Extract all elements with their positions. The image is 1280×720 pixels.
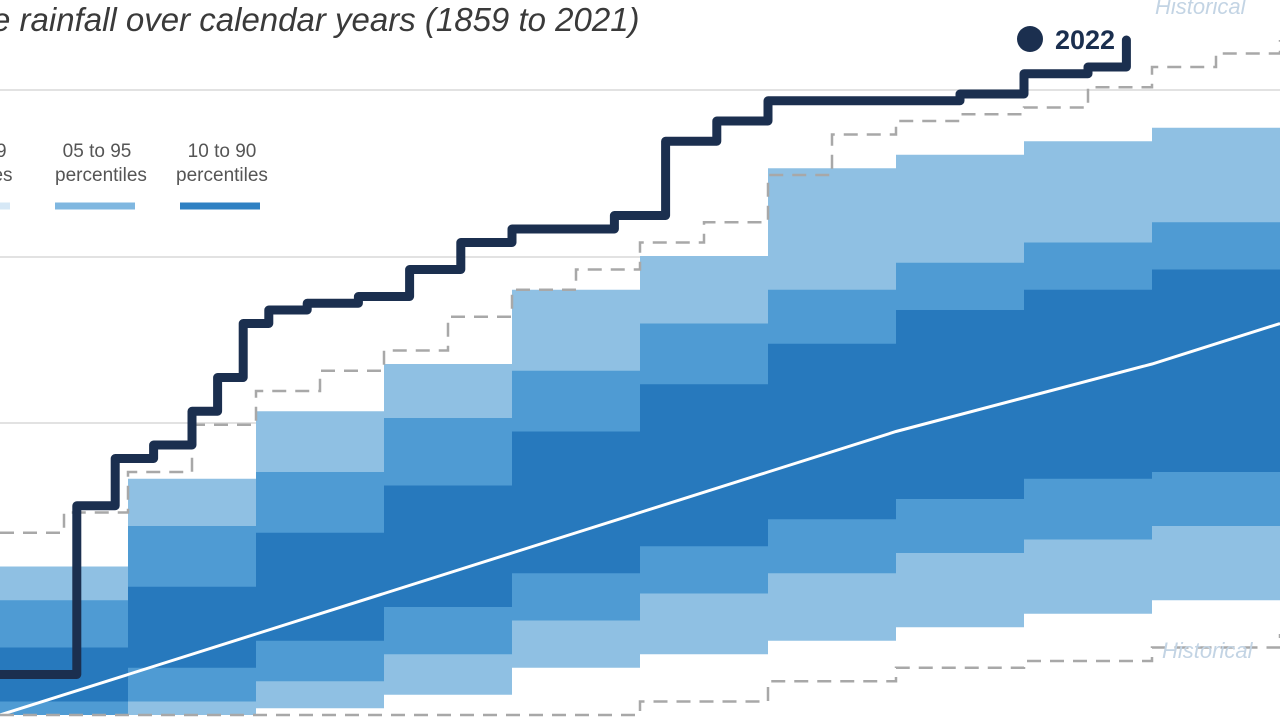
historical-high-line (0, 40, 1280, 534)
legend-label-2-line1: 05 to 95 (63, 141, 132, 162)
current-year-line (0, 35, 1131, 679)
median-line (0, 322, 1280, 717)
current-year-label: 2022 (1055, 25, 1115, 55)
chart-title: e rainfall over calendar years (1859 to … (0, 1, 640, 38)
historical-low-label: Historical (1162, 638, 1254, 663)
legend-label-3-line2: percentiles (176, 165, 268, 186)
legend-label-1-line2: iles (0, 165, 13, 186)
legend-label-3-line1: 10 to 90 (188, 141, 257, 162)
legend-label-2-line2: percentiles (55, 165, 147, 186)
series-lines (0, 35, 1280, 717)
legend-label-1-line1: 9 (0, 141, 7, 162)
legend: 9 iles 05 to 95 percentiles 10 to 90 per… (0, 141, 268, 210)
current-year-end-marker (1017, 26, 1043, 52)
band-25-75 (0, 249, 1280, 702)
percentile-bands (0, 94, 1280, 715)
historical-high-label: Historical (1155, 0, 1247, 19)
